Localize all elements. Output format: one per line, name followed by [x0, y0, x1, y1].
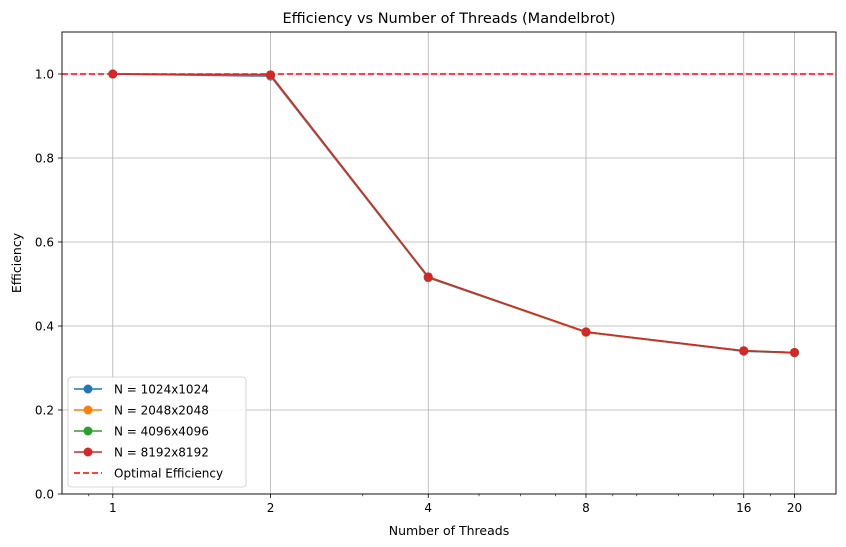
series-line-3 — [112, 73, 795, 354]
x-axis-ticks: 1 2 4 8 16 20 — [88, 494, 802, 515]
x-tick-label: 1 — [109, 501, 117, 515]
legend-label: N = 2048x2048 — [114, 404, 209, 418]
plot-area-frame — [61, 31, 837, 495]
y-tick-label: 0.8 — [35, 152, 54, 166]
chart-title: Efficiency vs Number of Threads (Mandelb… — [283, 11, 616, 27]
legend-box — [67, 376, 247, 488]
legend-swatch-marker — [83, 384, 93, 394]
legend-swatch-marker — [83, 405, 93, 415]
y-axis-label: Efficiency — [9, 232, 24, 293]
legend-swatch-marker — [83, 447, 93, 457]
data-point — [790, 347, 800, 357]
x-axis-label: Number of Threads — [389, 523, 509, 538]
x-tick-label: 8 — [582, 501, 590, 515]
y-axis-ticks: 0.0 0.2 0.4 0.6 0.8 1.0 — [35, 68, 62, 502]
series-lines — [108, 69, 800, 358]
legend-label: Optimal Efficiency — [114, 467, 223, 481]
data-point — [739, 346, 749, 356]
legend: N = 1024x1024 N = 2048x2048 N = 4096x4096 N… — [67, 376, 247, 488]
data-point — [108, 69, 118, 79]
x-tick-label: 4 — [424, 501, 432, 515]
legend-label: N = 4096x4096 — [114, 425, 209, 439]
series-line-1 — [112, 73, 795, 354]
data-point — [266, 70, 276, 80]
data-point — [423, 272, 433, 282]
y-tick-label: 1.0 — [35, 68, 54, 82]
x-tick-label: 2 — [267, 501, 275, 515]
y-tick-label: 0.2 — [35, 404, 54, 418]
x-tick-label: 16 — [736, 501, 751, 515]
y-tick-label: 0.6 — [35, 236, 54, 250]
legend-swatch-marker — [83, 426, 93, 436]
series-line-2 — [112, 73, 795, 354]
series-line-4 — [112, 73, 795, 354]
legend-label: N = 1024x1024 — [114, 383, 209, 397]
legend-label: N = 8192x8192 — [114, 446, 209, 460]
y-tick-label: 0.4 — [35, 320, 54, 334]
y-tick-label: 0.0 — [35, 488, 54, 502]
data-point — [581, 327, 591, 337]
x-tick-label: 20 — [787, 501, 802, 515]
